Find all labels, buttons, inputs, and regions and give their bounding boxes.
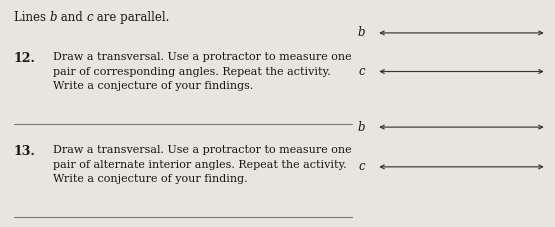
Text: Draw a transversal. Use a protractor to measure one
pair of alternate interior a: Draw a transversal. Use a protractor to … [53, 145, 351, 184]
Text: c: c [87, 11, 93, 24]
Text: are parallel.: are parallel. [93, 11, 170, 24]
Text: and: and [57, 11, 87, 24]
Text: Lines: Lines [14, 11, 49, 24]
Text: c: c [359, 65, 365, 78]
Text: b: b [49, 11, 57, 24]
Text: 12.: 12. [14, 52, 36, 65]
Text: c: c [359, 160, 365, 173]
Text: b: b [357, 26, 365, 39]
Text: b: b [357, 121, 365, 134]
Text: 13.: 13. [14, 145, 36, 158]
Text: Draw a transversal. Use a protractor to measure one
pair of corresponding angles: Draw a transversal. Use a protractor to … [53, 52, 351, 91]
